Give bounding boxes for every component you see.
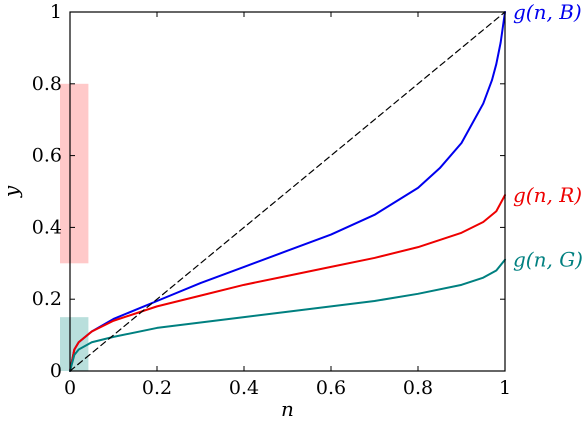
series-label-1: g(n, R) <box>513 183 582 207</box>
x-tick-label: 0.2 <box>142 377 172 399</box>
x-tick-label: 0.6 <box>316 377 346 399</box>
series-line-1 <box>69 194 506 372</box>
plot-frame <box>69 11 506 372</box>
series-label-0: g(n, B) <box>513 0 582 24</box>
y-tick-label: 0.4 <box>32 216 62 238</box>
y-axis-label: y <box>0 185 23 198</box>
highlight-band-1 <box>60 317 89 371</box>
series-lines <box>69 11 506 372</box>
axis-ticks <box>69 11 506 372</box>
x-axis-label: n <box>281 397 294 421</box>
x-tick-label: 0.8 <box>403 377 433 399</box>
diagonal-reference-line <box>69 11 506 372</box>
series-label-2: g(n, G) <box>513 248 583 272</box>
x-tick-label: 0.4 <box>229 377 259 399</box>
x-tick-label: 1 <box>499 377 511 399</box>
y-tick-label: 0.6 <box>32 145 62 167</box>
y-tick-label: 1 <box>50 1 62 23</box>
y-tick-label: 0 <box>50 360 62 382</box>
y-tick-label: 0.8 <box>32 73 62 95</box>
y-tick-label: 0.2 <box>32 288 62 310</box>
tick-labels: 0 0.2 0.4 0.6 0.8 1 0 0.2 0.4 0.6 0.8 1 <box>32 1 511 399</box>
series-line-2 <box>69 258 506 372</box>
series-labels: g(n, B) g(n, R) g(n, G) <box>513 0 583 272</box>
highlight-band-0 <box>60 83 89 264</box>
x-tick-label: 0 <box>64 377 76 399</box>
highlight-bands <box>60 83 89 371</box>
